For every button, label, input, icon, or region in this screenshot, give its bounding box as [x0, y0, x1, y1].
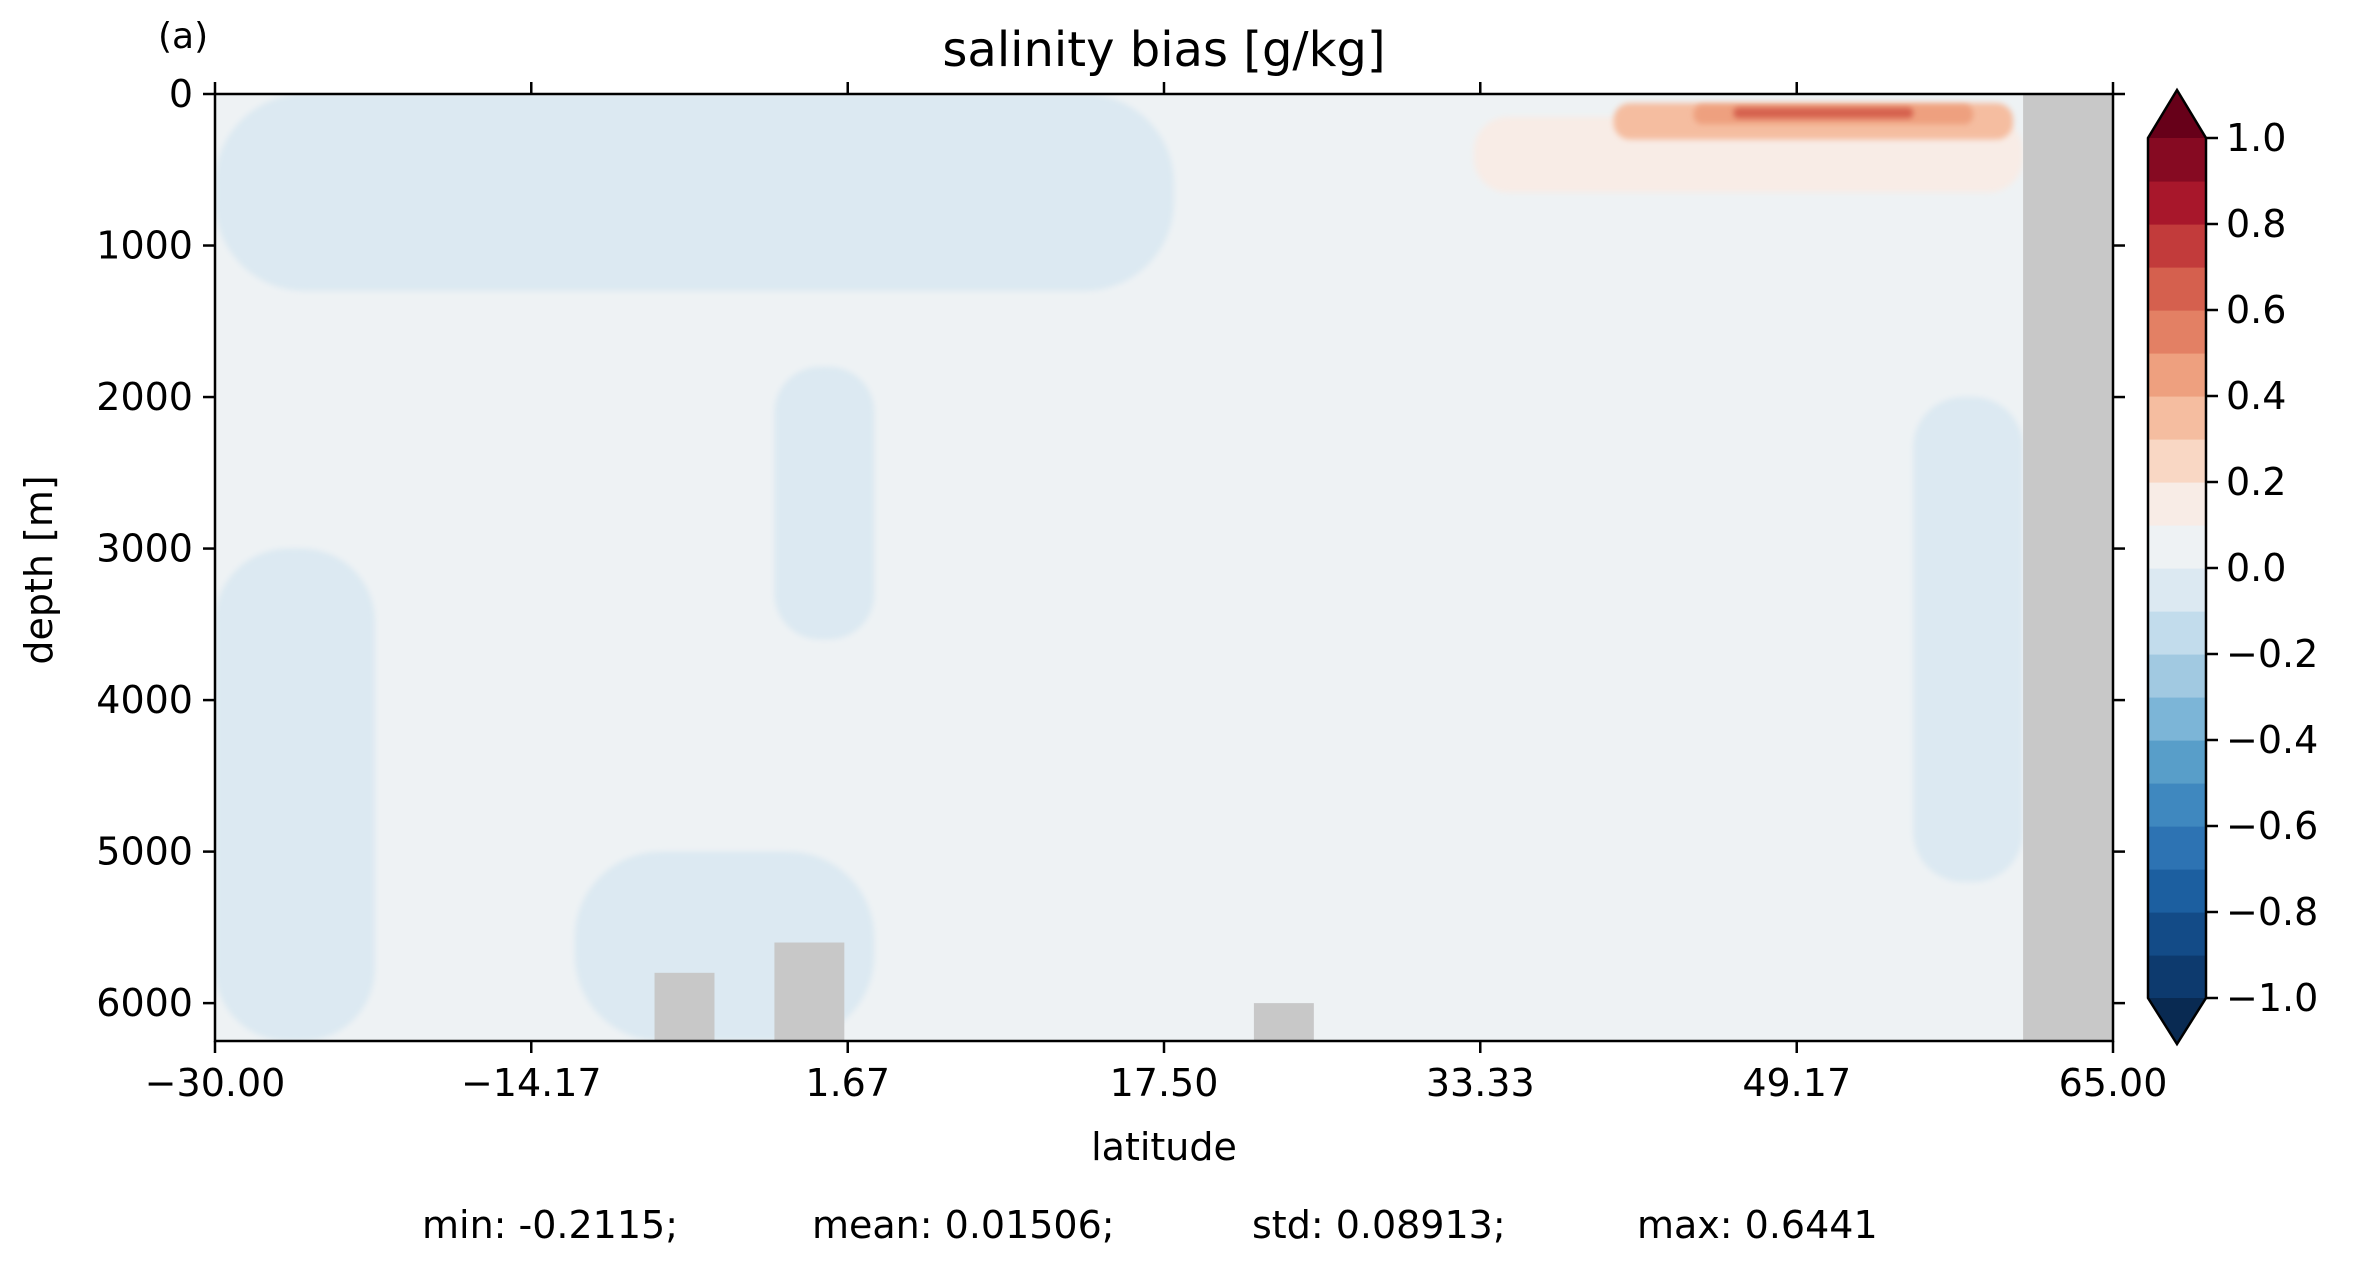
land-mask-2	[654, 972, 715, 1041]
colorbar-tick-label: −0.2	[2226, 632, 2318, 676]
bias-region-4	[1913, 397, 2024, 882]
x-tick-label: 49.17	[1742, 1061, 1851, 1105]
chart-title: salinity bias [g/kg]	[942, 22, 1385, 78]
colorbar-level-11	[2148, 482, 2206, 526]
colorbar-level-9	[2148, 568, 2206, 612]
x-tick-label: 1.67	[805, 1061, 890, 1105]
y-tick-label: 5000	[96, 830, 193, 874]
colorbar-level-0	[2148, 955, 2206, 999]
colorbar-level-8	[2148, 611, 2206, 655]
stat-std: std: 0.08913;	[1252, 1203, 1506, 1247]
y-tick-label: 0	[169, 72, 193, 116]
colorbar-tick-label: 0.6	[2226, 288, 2286, 332]
colorbar-tick-label: 1.0	[2226, 116, 2286, 160]
x-tick-label: 65.00	[2059, 1061, 2168, 1105]
colorbar-level-10	[2148, 525, 2206, 569]
land-mask-1	[774, 942, 845, 1041]
panel-label: (a)	[158, 16, 208, 57]
colorbar-level-16	[2148, 267, 2206, 311]
bias-region-0	[215, 94, 1174, 291]
colorbar-tick-label: 0.0	[2226, 546, 2286, 590]
x-tick-label: 17.50	[1110, 1061, 1219, 1105]
y-axis-label: depth [m]	[17, 475, 61, 664]
y-axis: 0 1000 2000 3000 4000 5000 6000	[96, 72, 2125, 1025]
colorbar-extend-max	[2148, 90, 2206, 138]
x-tick-label: −30.00	[145, 1061, 286, 1105]
land-mask-3	[1253, 1003, 1314, 1041]
colorbar-level-7	[2148, 654, 2206, 698]
plot-area: −30.00 −14.17 1.67 17.50 33.33 49.17 65.00 0 10…	[96, 72, 2167, 1105]
y-tick-label: 2000	[96, 375, 193, 419]
colorbar-level-19	[2148, 138, 2206, 182]
colorbar-tick-label: −1.0	[2226, 976, 2318, 1020]
colorbar-level-12	[2148, 439, 2206, 483]
colorbar-level-15	[2148, 310, 2206, 354]
colorbar-level-3	[2148, 826, 2206, 870]
x-axis-label: latitude	[1091, 1125, 1237, 1169]
stat-min: min: -0.2115;	[422, 1203, 678, 1247]
colorbar-tick-label: −0.8	[2226, 890, 2318, 934]
colorbar-level-14	[2148, 353, 2206, 397]
colorbar: 1.0 0.8 0.6 0.4 0.2 0.0 −0.2 −0.4 −0.6 −0.8 −1.0	[2146, 87, 2318, 1047]
colorbar-tick-label: −0.4	[2226, 718, 2318, 762]
salinity-field	[215, 94, 2113, 1041]
colorbar-extend-min	[2148, 998, 2206, 1044]
colorbar-level-1	[2148, 912, 2206, 956]
colorbar-tick-label: 0.2	[2226, 460, 2286, 504]
colorbar-tick-label: 0.8	[2226, 202, 2286, 246]
y-tick-label: 4000	[96, 678, 193, 722]
bias-region-3	[774, 366, 875, 640]
colorbar-level-2	[2148, 869, 2206, 913]
colorbar-level-4	[2148, 783, 2206, 827]
stat-max: max: 0.6441	[1637, 1203, 1878, 1247]
x-axis: −30.00 −14.17 1.67 17.50 33.33 49.17 65.00	[145, 82, 2168, 1105]
x-tick-label: −14.17	[461, 1061, 602, 1105]
colorbar-level-13	[2148, 396, 2206, 440]
colorbar-level-5	[2148, 740, 2206, 784]
y-tick-label: 6000	[96, 981, 193, 1025]
bias-region-8	[1733, 107, 1914, 119]
x-tick-label: 33.33	[1426, 1061, 1535, 1105]
y-tick-label: 1000	[96, 224, 193, 268]
colorbar-level-17	[2148, 224, 2206, 268]
bias-region-1	[215, 548, 375, 1041]
colorbar-level-6	[2148, 697, 2206, 741]
y-tick-label: 3000	[96, 527, 193, 571]
land-mask-0	[2023, 94, 2113, 1041]
stats-line: min: -0.2115; mean: 0.01506; std: 0.0891…	[422, 1203, 1878, 1247]
colorbar-tick-label: 0.4	[2226, 374, 2286, 418]
colorbar-tick-label: −0.6	[2226, 804, 2318, 848]
stat-mean: mean: 0.01506;	[812, 1203, 1115, 1247]
colorbar-level-18	[2148, 181, 2206, 225]
